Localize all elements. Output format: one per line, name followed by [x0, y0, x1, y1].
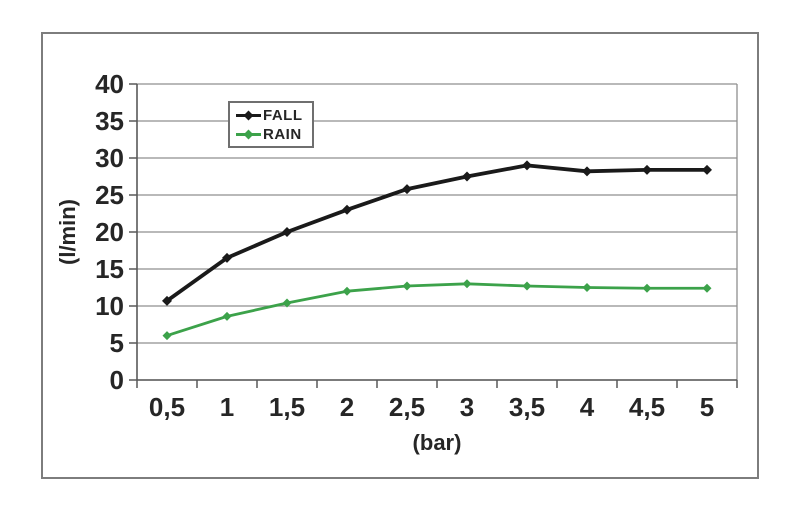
- data-point-marker-fall: [282, 227, 292, 237]
- legend-label-rain: RAIN: [263, 125, 302, 143]
- data-point-marker-rain: [582, 283, 592, 292]
- x-tick-label: 0,5: [149, 392, 185, 422]
- x-tick-label: 4: [580, 392, 595, 422]
- legend-item-fall: FALL: [236, 106, 312, 124]
- data-point-marker-rain: [702, 283, 712, 293]
- legend-label-fall: FALL: [263, 106, 303, 124]
- y-tick-label: 40: [95, 69, 124, 99]
- data-point-marker-rain: [462, 279, 472, 289]
- data-point-marker-rain: [282, 298, 292, 308]
- y-axis-title: (l/min): [55, 199, 80, 265]
- y-tick-label: 10: [95, 291, 124, 321]
- y-tick-label: 30: [95, 143, 124, 173]
- data-point-marker-rain: [642, 283, 652, 293]
- series-line-rain: [165, 282, 709, 338]
- data-point-marker-rain: [342, 286, 352, 296]
- data-point-marker-rain: [162, 331, 172, 341]
- x-tick-label: 4,5: [629, 392, 665, 422]
- data-point-marker-fall: [462, 171, 472, 182]
- x-tick-label: 5: [700, 392, 714, 422]
- x-tick-label: 3: [460, 392, 474, 422]
- data-point-marker-fall: [702, 164, 712, 175]
- data-point-marker-rain: [222, 311, 232, 321]
- data-point-marker-fall: [522, 160, 532, 171]
- y-tick-label: 35: [95, 106, 124, 136]
- y-tick-label: 5: [110, 328, 124, 358]
- y-tick-label: 20: [95, 217, 124, 247]
- data-point-marker-fall: [582, 166, 592, 177]
- data-point-marker-rain: [522, 281, 532, 291]
- x-tick-label: 1,5: [269, 392, 305, 422]
- fall-series-marker-icon: [236, 110, 261, 120]
- series-line-fall: [165, 163, 709, 303]
- x-axis-title: (bar): [412, 430, 462, 455]
- x-tick-label: 1: [220, 392, 234, 422]
- x-tick-label: 2: [340, 392, 354, 422]
- y-tick-label: 15: [95, 254, 124, 284]
- y-tick-label: 0: [110, 365, 124, 395]
- y-tick-label: 25: [95, 180, 124, 210]
- x-tick-label: 2,5: [389, 392, 425, 422]
- legend-item-rain: RAIN: [236, 125, 312, 143]
- data-point-marker-fall: [402, 184, 412, 195]
- data-point-marker-fall: [222, 252, 232, 263]
- figure-frame: [41, 32, 759, 479]
- chart-legend: FALL RAIN: [228, 101, 314, 148]
- data-point-marker-rain: [402, 281, 412, 291]
- rain-series-marker-icon: [236, 129, 261, 139]
- data-point-marker-fall: [342, 204, 352, 215]
- data-point-marker-fall: [642, 164, 652, 175]
- x-tick-label: 3,5: [509, 392, 545, 422]
- data-point-marker-fall: [162, 295, 172, 306]
